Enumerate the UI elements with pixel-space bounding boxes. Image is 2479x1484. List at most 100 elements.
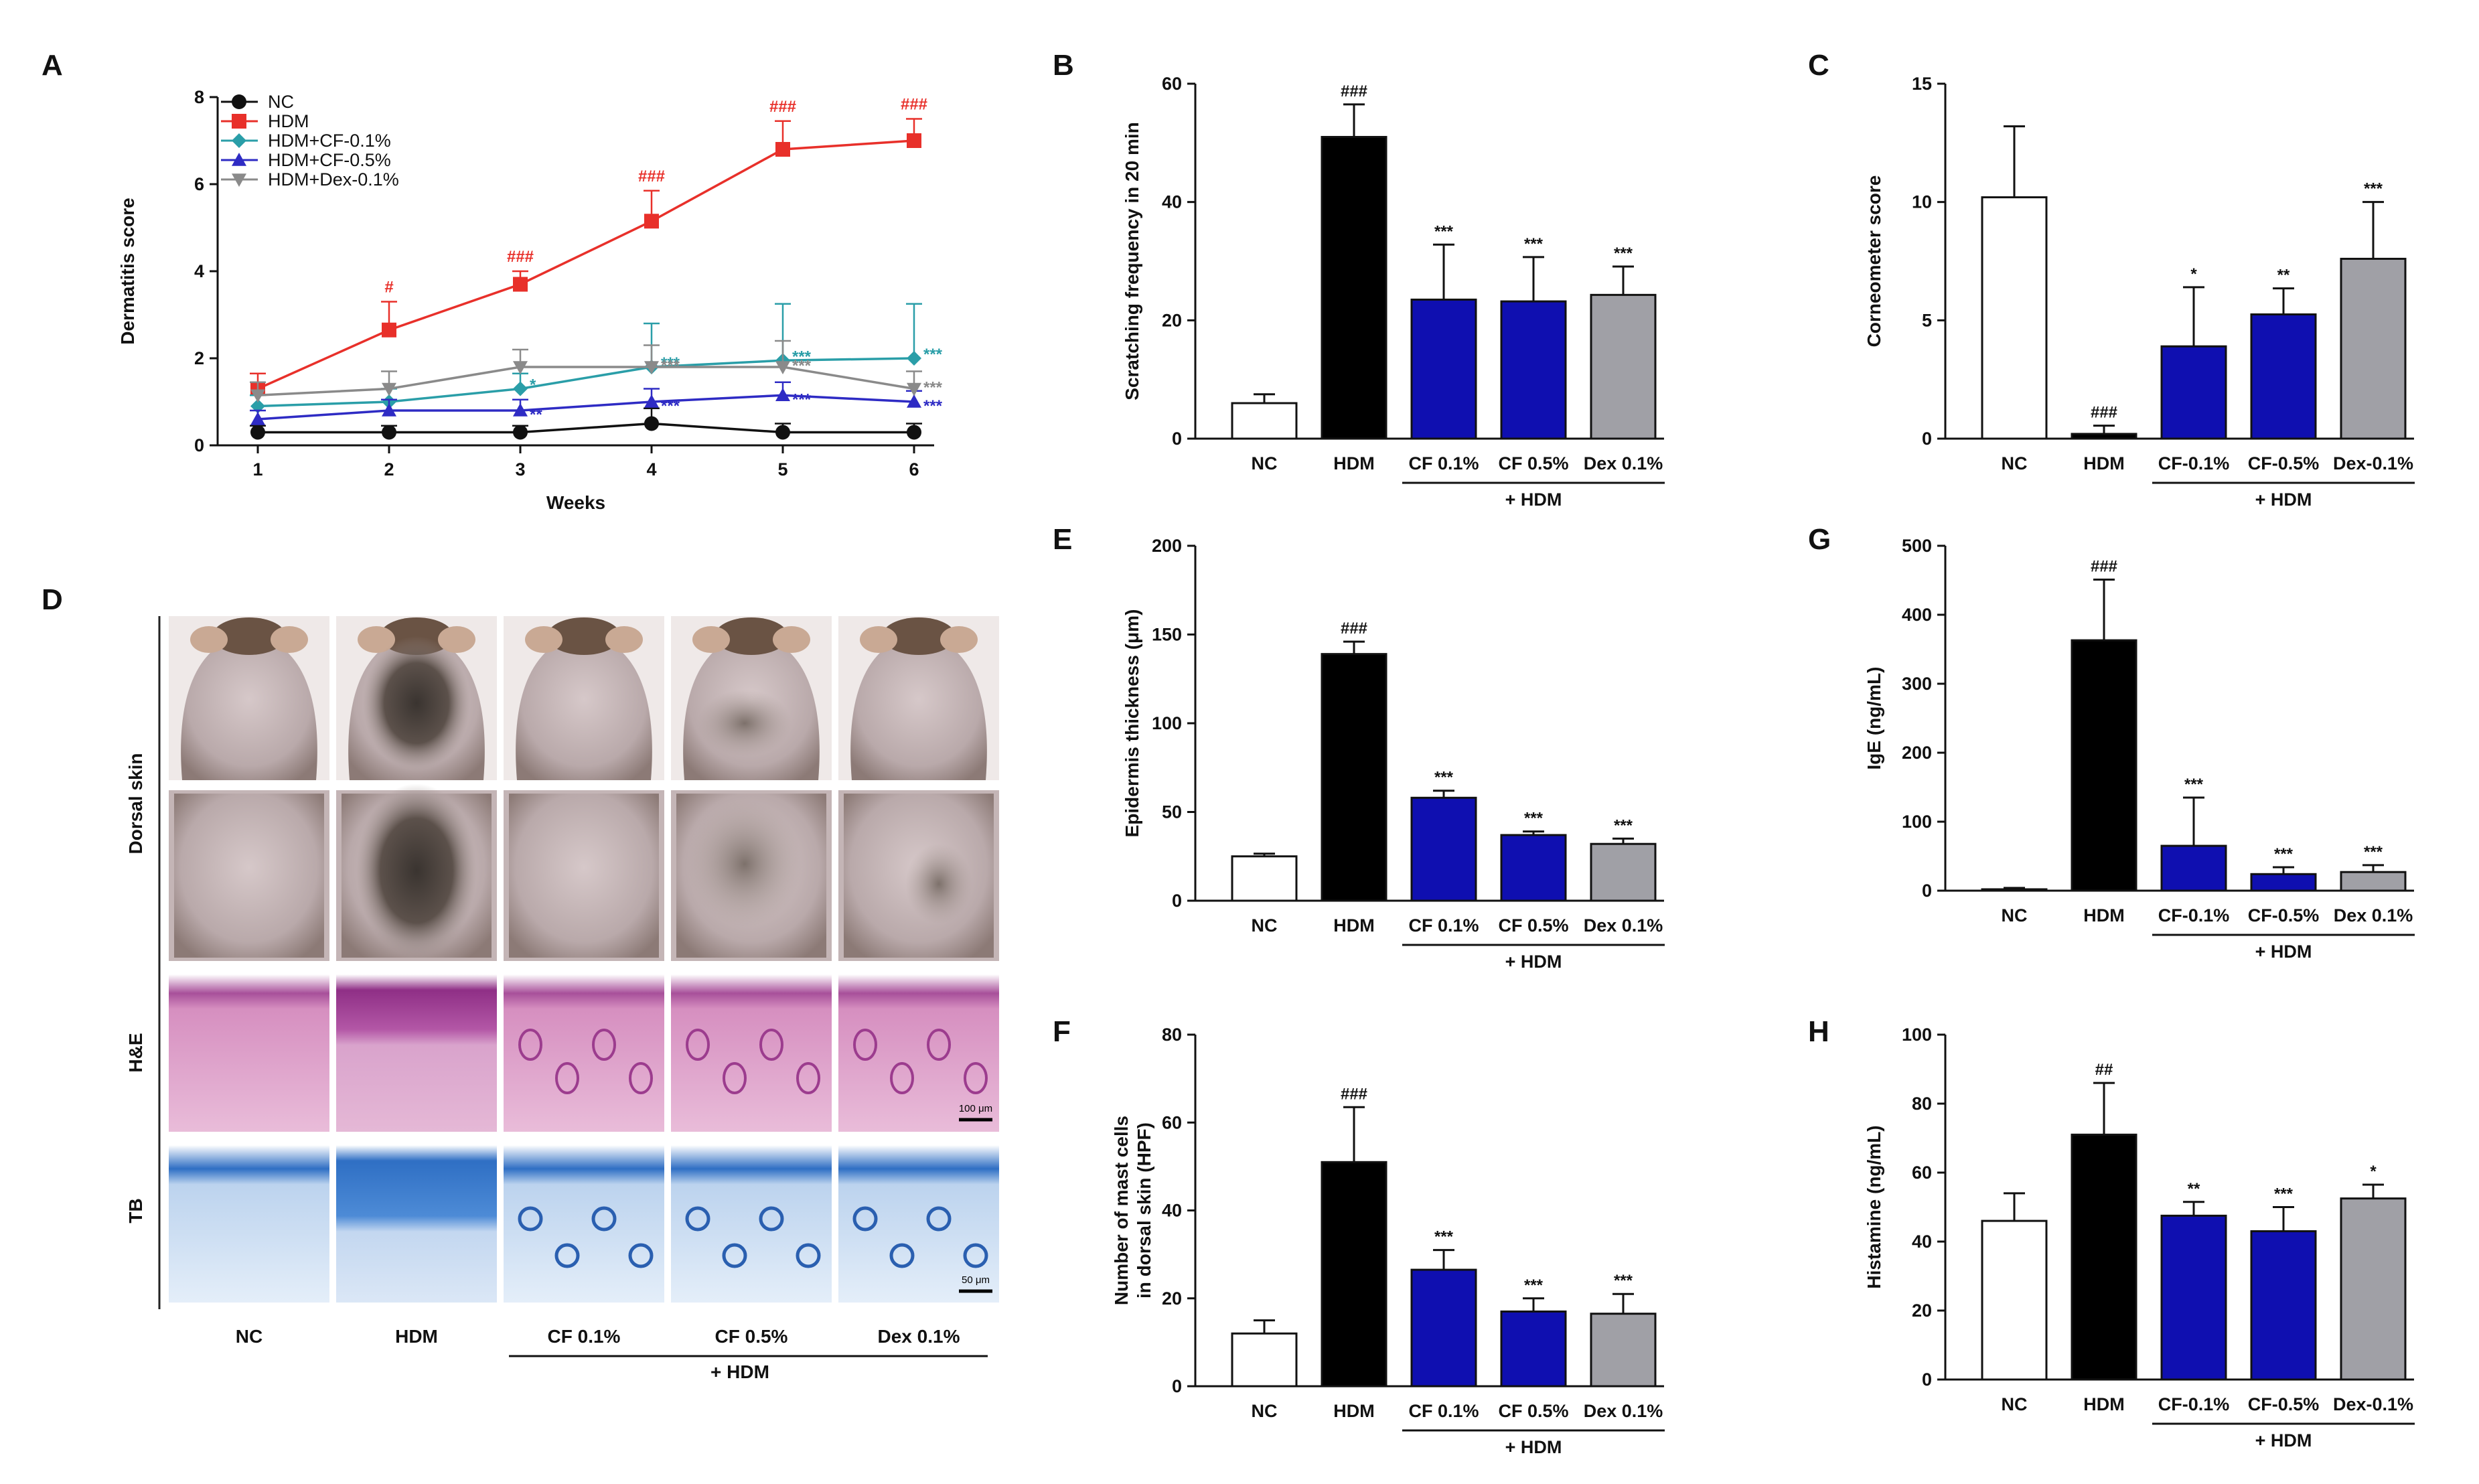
group-label: + HDM [2255, 490, 2312, 510]
sig-label: *** [1434, 222, 1454, 240]
a-ytick-label: 6 [194, 174, 204, 194]
ytick-label: 0 [1922, 1369, 1932, 1390]
hair-follicle [927, 1029, 951, 1061]
category-label: Dex 0.1% [1584, 1401, 1663, 1421]
ytick-label: 15 [1912, 74, 1932, 94]
mouse-ear-left [525, 626, 562, 653]
a-point [250, 389, 265, 403]
ytick-label: 20 [1912, 1301, 1932, 1321]
mouse-ear-right [271, 626, 308, 653]
sig-label: *** [2184, 775, 2204, 794]
ytick-label: 10 [1912, 192, 1932, 212]
sig-label: ### [1341, 82, 1367, 100]
panel-e-bar-chart: E 0 50 100 150 200 Epidermis thickness (μm) NC… [1053, 523, 1665, 972]
bar-nc [1231, 855, 1298, 902]
ytick-label: 40 [1162, 1201, 1182, 1221]
mouse-ear-right [773, 626, 810, 653]
bar-cf-0-1 [1410, 796, 1477, 902]
category-label: CF 0.5% [1498, 915, 1568, 936]
ytick-label: 50 [1162, 802, 1182, 822]
a-legend-marker [232, 94, 246, 109]
sig-label: *** [2364, 180, 2383, 198]
bar-cf-0-1 [2160, 844, 2227, 892]
bar-cf-0-5 [1500, 1310, 1567, 1388]
sig-label: *** [1434, 769, 1454, 787]
he-tissue [838, 974, 999, 1132]
a-point [250, 425, 265, 440]
ytick-label: 200 [1152, 536, 1182, 556]
ytick-label: 0 [1172, 891, 1182, 911]
category-label: HDM [1333, 915, 1375, 936]
ytick-label: 5 [1922, 310, 1932, 330]
y-axis-title: Number of mast cells [1111, 1116, 1132, 1305]
a-line-hdm-cf-0-5 [257, 394, 915, 421]
ytick-label: 20 [1162, 310, 1182, 330]
row-label-tb: TB [125, 1198, 146, 1223]
a-point [775, 361, 790, 374]
dorsal-photo-top-hdm [336, 616, 497, 780]
a-line-hdm-dex-0-1 [257, 366, 915, 396]
plot-area: 0 20 40 60 80 100 Histamine (ng/mL) NC ## HDM ** CF… [1864, 1025, 2415, 1451]
ytick-label: 60 [1162, 74, 1182, 94]
a-xtick-label: 3 [515, 459, 525, 479]
he-histology-hdm [336, 974, 497, 1132]
a-point [513, 361, 528, 374]
bar-cf-0-5 [2250, 1230, 2317, 1381]
a-point [907, 425, 921, 440]
a-sig-label: * [530, 376, 536, 394]
hair-follicle [628, 1243, 654, 1268]
sig-label: *** [1524, 1276, 1544, 1294]
ytick-label: 100 [1152, 713, 1182, 733]
a-xtick-label: 5 [777, 459, 787, 479]
a-sig-label: ### [638, 167, 665, 186]
tb-tissue [671, 1145, 832, 1303]
category-label: HDM [1333, 453, 1375, 473]
panel-b-letter: B [1053, 49, 1074, 82]
category-label: Dex 0.1% [2334, 905, 2413, 925]
a-x-axis-title: Weeks [546, 492, 605, 513]
a-sig-label: *** [923, 397, 943, 415]
hair-follicle [796, 1062, 820, 1094]
tb-histology-cf-0-5 [671, 1145, 832, 1303]
group-label: + HDM [1505, 490, 1562, 510]
category-label: CF-0.5% [2248, 453, 2320, 473]
panel-c-bar-chart: C 0 5 10 15 Corneometer score NC ### HDM * CF-0.1… [1808, 49, 2415, 510]
tb-histology-nc [169, 1145, 329, 1303]
panel-e-letter: E [1053, 523, 1072, 556]
hair-follicle [555, 1062, 579, 1094]
category-label: CF-0.1% [2158, 905, 2230, 925]
hair-follicle [759, 1029, 783, 1061]
a-point [644, 416, 659, 431]
panel-g-letter: G [1808, 523, 1831, 556]
lesion-patch [905, 844, 972, 924]
a-sig-label: *** [923, 379, 943, 397]
mouse-head [715, 617, 788, 655]
ytick-label: 100 [1902, 1025, 1932, 1045]
bar-nc [1231, 1332, 1298, 1388]
mouse-ear-left [860, 626, 897, 653]
photo-col-hdm: HDM [395, 1326, 438, 1347]
bar-nc [1981, 1219, 2048, 1381]
a-point [644, 394, 659, 408]
mouse-head [882, 617, 956, 655]
mouse-ear-left [190, 626, 228, 653]
sig-label: * [2190, 265, 2197, 283]
bar-cf-0-5 [2250, 313, 2317, 440]
mouse-skin [509, 794, 659, 958]
a-point [644, 361, 659, 374]
sig-label: * [2370, 1163, 2377, 1181]
row-label-dorsal-skin: Dorsal skin [125, 753, 146, 855]
sig-label: *** [1614, 1272, 1633, 1290]
dorsal-photo-bottom-nc [169, 790, 329, 961]
a-point [250, 412, 265, 425]
category-label: CF 0.5% [1498, 453, 1568, 473]
hair-follicle [554, 1243, 580, 1268]
bar-hdm [2071, 639, 2137, 892]
sig-label: *** [1614, 244, 1633, 263]
ytick-label: 40 [1912, 1232, 1932, 1252]
ytick-label: 60 [1162, 1112, 1182, 1132]
